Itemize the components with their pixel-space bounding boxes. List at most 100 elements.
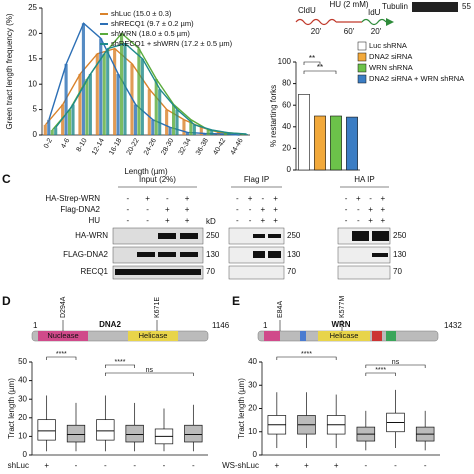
sign: - — [163, 461, 166, 470]
scheme-time: 20' — [311, 27, 322, 36]
hist-bar — [154, 79, 158, 135]
band — [372, 231, 389, 241]
mutation: K671E — [154, 297, 161, 318]
hist-bar — [78, 74, 82, 135]
sig-label: ** — [317, 63, 323, 72]
box — [66, 424, 86, 443]
legend-swatch — [357, 41, 367, 51]
hist-bar — [165, 109, 169, 135]
sig-bracket — [365, 372, 396, 376]
hist-bar — [210, 129, 214, 135]
hist-bar — [106, 48, 110, 135]
scheme-time: 60' — [344, 27, 355, 36]
blot-label: FLAG-DNA2 — [63, 250, 108, 259]
hist-bar — [102, 53, 106, 135]
domain-label: Helicase — [330, 331, 359, 340]
sign: - — [127, 194, 130, 203]
sig-label: ns — [146, 367, 154, 374]
helicase-domain — [128, 331, 178, 341]
blot — [228, 265, 285, 280]
hist-bar — [47, 119, 51, 135]
y-axis-label: Tract length (µm) — [237, 378, 246, 439]
legend-swatch — [357, 74, 367, 84]
protein-end: 1432 — [444, 321, 462, 330]
x-axis-label: Length (µm) — [124, 167, 168, 176]
sig-bracket — [105, 364, 135, 368]
hist-bar — [189, 119, 193, 135]
sig-bracket — [105, 372, 194, 376]
x-tick-label: 32-34 — [178, 137, 193, 156]
band — [372, 253, 388, 257]
legend-swatch — [357, 52, 367, 62]
y-tick-label: 10 — [248, 427, 257, 436]
sign: - — [75, 461, 78, 470]
arrow-head — [386, 18, 394, 26]
y-tick-label: 20 — [248, 404, 257, 413]
sign: - — [104, 461, 107, 470]
sign: + — [185, 205, 190, 214]
x-tick-label: 28-30 — [160, 137, 175, 156]
sign: - — [236, 194, 239, 203]
hist-bar — [192, 124, 196, 135]
box — [184, 424, 203, 443]
x-tick-label: 0-2 — [43, 137, 54, 149]
hist-bar — [158, 89, 162, 135]
axis — [31, 362, 208, 456]
scheme-label: IdU — [368, 8, 381, 17]
x-tick-label: 36-38 — [195, 137, 210, 156]
scheme-time: 20' — [371, 27, 382, 36]
protein-name: DNA2 — [99, 320, 121, 329]
group-label: HA IP — [354, 175, 374, 184]
scheme-label: CldU — [298, 6, 316, 15]
hist-bar — [85, 79, 89, 135]
hist-bar — [71, 104, 75, 135]
dna2-domain — [31, 320, 209, 342]
kd-marker: 250 — [206, 231, 220, 240]
hist-bar — [120, 33, 124, 135]
hist-bar — [199, 127, 203, 135]
kd-marker: 250 — [287, 231, 301, 240]
y-tick-label: 0 — [23, 450, 28, 459]
sign: - — [345, 216, 348, 225]
blot — [337, 265, 391, 280]
hist-bar — [116, 74, 120, 135]
y-axis-label: Green tract length frequency (%) — [5, 13, 14, 129]
sign: - — [133, 461, 136, 470]
sign: + — [185, 194, 190, 203]
sign: + — [368, 205, 373, 214]
sign: - — [369, 194, 372, 203]
sign: + — [381, 194, 386, 203]
sig-label: **** — [115, 359, 126, 366]
kd-marker: 130 — [287, 250, 301, 259]
y-tick-label: 0 — [33, 130, 38, 139]
sign: - — [236, 205, 239, 214]
band — [268, 251, 281, 258]
panel-label: C — [2, 172, 11, 186]
legend-label: shLuc (15.0 ± 0.3) — [111, 9, 172, 18]
sig-bracket — [365, 364, 426, 368]
sign: - — [236, 216, 239, 225]
kd-label: 55 — [462, 2, 471, 11]
hist-bar — [68, 109, 72, 135]
sign: - — [364, 461, 367, 470]
sign: - — [166, 194, 169, 203]
sign: - — [127, 216, 130, 225]
protein-start: 1 — [33, 321, 38, 330]
band — [115, 269, 201, 275]
panel-label: D — [2, 294, 11, 308]
kd-marker: 130 — [206, 250, 220, 259]
band — [253, 234, 265, 238]
domain-label: Helicase — [139, 331, 168, 340]
sign: - — [146, 205, 149, 214]
y-tick-label: 0 — [287, 165, 292, 174]
hist-bar — [95, 53, 99, 135]
band — [180, 233, 198, 239]
sign: + — [185, 216, 190, 225]
y-tick-label: 25 — [28, 3, 37, 12]
legend-label: shRECQ1 (9.7 ± 0.2 µm) — [111, 19, 194, 28]
y-tick-label: 40 — [248, 357, 257, 366]
y-tick-label: 50 — [18, 357, 27, 366]
band — [352, 231, 369, 241]
x-tick-label: 4-6 — [60, 137, 71, 149]
